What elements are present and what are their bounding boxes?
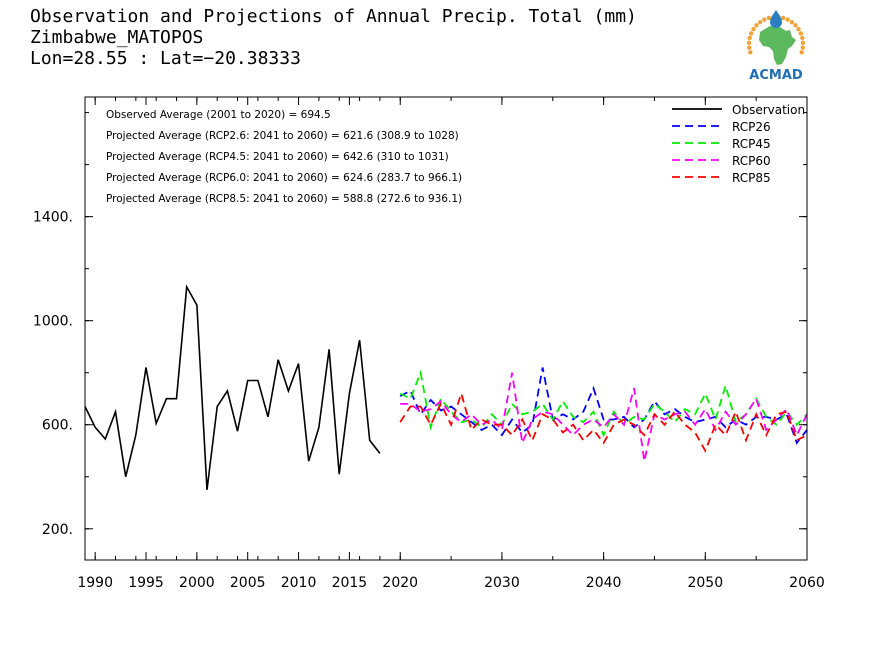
logo-ring-dot	[793, 23, 798, 28]
logo-ring-dot	[748, 50, 753, 55]
logo-ring-dot	[785, 17, 790, 22]
logo-ring-dot	[796, 26, 801, 32]
y-tick-label: 600.	[42, 418, 73, 434]
acmad-logo-text: ACMAD	[749, 68, 803, 83]
x-tick-label: 2020	[382, 575, 418, 591]
logo-ring-dot	[746, 40, 752, 45]
x-tick-label: 2010	[281, 575, 317, 591]
x-tick-label: 1995	[128, 575, 164, 591]
chart-legend: Observation RCP26 RCP45 RCP60 RCP85	[672, 103, 805, 185]
legend-label-rcp26: RCP26	[732, 120, 771, 134]
series-line-rcp60	[400, 372, 808, 462]
logo-ring-dot	[747, 45, 752, 50]
x-tick-label: 2060	[789, 575, 825, 591]
chart-coordinates: Lon=28.55 : Lat=−20.38333	[30, 48, 301, 69]
logo-ring-dot	[789, 19, 795, 25]
logo-ring-dot	[800, 45, 805, 50]
logo-ring-dot	[762, 17, 767, 22]
y-tick-label: 1400.	[33, 210, 73, 226]
annotation-text: Projected Average (RCP4.5: 2041 to 2060)…	[106, 151, 449, 163]
series-line-rcp45	[399, 369, 808, 438]
legend-label-rcp85: RCP85	[732, 171, 771, 185]
chart-title-block: Observation and Projections of Annual Pr…	[30, 6, 637, 69]
annotation-text: Projected Average (RCP8.5: 2041 to 2060)…	[106, 193, 462, 205]
x-tick-label: 1990	[77, 575, 113, 591]
logo-ring-dot	[751, 26, 756, 32]
logo-ring-dot	[799, 50, 804, 55]
legend-label-rcp45: RCP45	[732, 137, 771, 151]
logo-ring-dot	[754, 23, 759, 28]
chart-title: Observation and Projections of Annual Pr…	[30, 6, 637, 27]
africa-map-icon	[759, 26, 796, 65]
acmad-logo: ACMAD	[746, 10, 806, 83]
series-line-rcp85	[399, 390, 808, 453]
legend-label-observation: Observation	[732, 103, 805, 117]
x-tick-label: 2030	[484, 575, 520, 591]
x-tick-label: 2040	[586, 575, 622, 591]
legend-label-rcp60: RCP60	[732, 154, 771, 168]
x-tick-label: 2005	[230, 575, 266, 591]
annotation-text: Projected Average (RCP2.6: 2041 to 2060)…	[106, 130, 459, 142]
series-line-rcp26	[399, 367, 808, 445]
logo-ring-dot	[747, 35, 752, 41]
water-drop-icon	[770, 10, 782, 28]
chart-axes: 1990 1995 2000 2005 2010 2015 2020 2030 2040 2050…	[33, 96, 825, 591]
x-tick-label: 2050	[687, 575, 723, 591]
logo-ring-dot	[780, 15, 786, 21]
x-tick-label: 2015	[332, 575, 368, 591]
annotation-text: Observed Average (2001 to 2020) = 694.5	[106, 109, 331, 121]
logo-ring-dot	[766, 15, 772, 21]
logo-ring-dot	[757, 19, 763, 25]
series-line-observation	[84, 284, 381, 490]
annotation-text: Projected Average (RCP6.0: 2041 to 2060)…	[106, 172, 462, 184]
chart-annotations: Observed Average (2001 to 2020) = 694.5 P…	[106, 109, 462, 205]
x-tick-label: 2000	[179, 575, 215, 591]
chart-location: Zimbabwe_MATOPOS	[30, 27, 204, 48]
logo-ring-dot	[748, 31, 754, 36]
y-tick-label: 200.	[42, 522, 73, 538]
logo-ring-dot	[798, 31, 804, 36]
logo-ring-dot	[800, 35, 805, 41]
logo-ring-dot	[800, 40, 806, 45]
chart-series	[84, 284, 808, 490]
y-tick-label: 1000.	[33, 314, 73, 330]
plot-frame	[84, 96, 808, 561]
